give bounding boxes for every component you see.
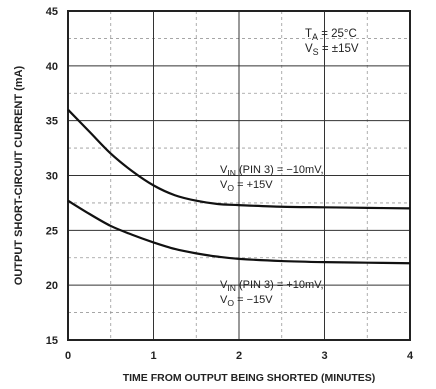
x-tick-label: 4 <box>407 350 414 362</box>
condition-ta: TA = 25°C <box>305 28 357 42</box>
series-2-label-line1: VIN (PIN 3) = +10mV, <box>220 279 324 293</box>
y-tick-label: 40 <box>46 61 58 73</box>
x-tick-label: 1 <box>150 350 156 362</box>
series-1-label-line2: VO = +15V <box>220 179 273 193</box>
y-tick-label: 20 <box>46 280 58 292</box>
y-tick-label: 15 <box>46 335 58 347</box>
y-axis: 15 20 25 30 35 40 45 <box>46 6 58 347</box>
series-line-1 <box>67 108 411 210</box>
x-tick-label: 3 <box>321 350 327 362</box>
y-tick-label: 25 <box>46 225 58 237</box>
y-tick-label: 45 <box>46 6 58 18</box>
x-axis-label: TIME FROM OUTPUT BEING SHORTED (MINUTES) <box>123 372 376 384</box>
x-axis: 0 1 2 3 4 <box>65 350 414 362</box>
x-tick-label: 2 <box>236 350 242 362</box>
grid <box>68 11 410 340</box>
series-2-label-line2: VO = −15V <box>220 294 273 308</box>
series-1-label-line1: VIN (PIN 3) = −10mV, <box>220 164 324 178</box>
y-tick-label: 30 <box>46 171 58 183</box>
y-tick-label: 35 <box>46 116 58 128</box>
series-group <box>67 108 411 265</box>
y-axis-label: OUTPUT SHORT-CIRCUIT CURRENT (mA) <box>13 65 25 285</box>
condition-vs: VS = ±15V <box>305 43 359 57</box>
series-line-2 <box>67 199 411 265</box>
plot-frame <box>67 10 411 341</box>
x-tick-label: 0 <box>65 350 71 362</box>
